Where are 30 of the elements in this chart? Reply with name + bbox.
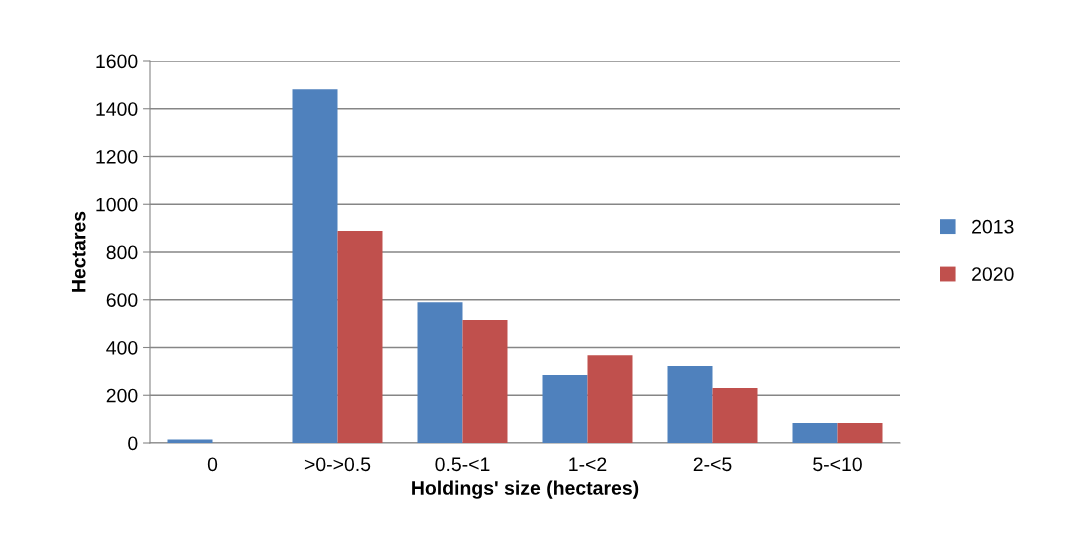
- y-tick-label: 1600: [96, 54, 138, 69]
- x-tick-label: 2-<5: [693, 457, 732, 472]
- bar: [417, 302, 463, 443]
- y-tick-label: 1000: [96, 197, 138, 212]
- bar: [712, 388, 758, 443]
- bar: [337, 230, 383, 443]
- bar: [837, 422, 883, 443]
- bar: [587, 355, 633, 443]
- bar: [167, 439, 213, 443]
- y-tick-label: 200: [106, 388, 138, 403]
- y-tick-label: 400: [106, 340, 138, 355]
- bar: [292, 89, 338, 443]
- y-axis-title: Hectares: [71, 211, 86, 292]
- bar: [667, 366, 713, 443]
- y-tick-label: 600: [106, 293, 138, 307]
- x-tick-label: 1-<2: [569, 457, 607, 471]
- x-tick-label: 5-<10: [813, 457, 862, 472]
- bar: [792, 422, 838, 443]
- x-tick-label: 0.5-<1: [435, 457, 490, 472]
- legend-label: 2020: [972, 267, 1014, 281]
- x-axis-title: Holdings' size (hectares): [412, 480, 639, 499]
- x-tick-label: >0->0.5: [304, 457, 371, 472]
- y-tick-label: 1400: [96, 102, 138, 116]
- y-tick-label: 0: [128, 436, 138, 451]
- bar: [462, 320, 508, 443]
- y-tick-label: 1200: [96, 149, 138, 164]
- y-tick-label: 800: [106, 245, 138, 260]
- bar: [542, 374, 588, 443]
- x-tick-label: 0: [207, 457, 218, 472]
- legend-label: 2013: [972, 219, 1014, 234]
